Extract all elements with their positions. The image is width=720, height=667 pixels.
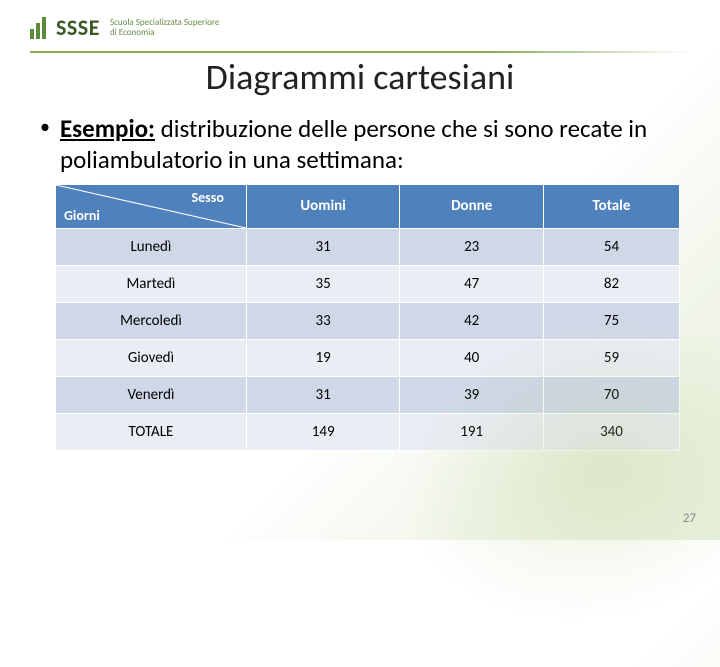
cell: 42 bbox=[400, 302, 544, 339]
cell: 47 bbox=[400, 265, 544, 302]
col-header: Donne bbox=[400, 184, 544, 228]
logo-mark-icon bbox=[30, 17, 46, 39]
row-label: Venerdì bbox=[56, 376, 247, 413]
bullet-text: Esempio: distribuzione delle persone che… bbox=[60, 113, 680, 176]
header-divider bbox=[30, 51, 690, 53]
cell: 82 bbox=[543, 265, 679, 302]
bullet-item: • Esempio: distribuzione delle persone c… bbox=[40, 113, 680, 176]
cell: 23 bbox=[400, 228, 544, 265]
bullet-label: Esempio: bbox=[60, 113, 155, 144]
corner-top-label: Sesso bbox=[192, 189, 224, 206]
row-label: Lunedì bbox=[56, 228, 247, 265]
cell: 19 bbox=[246, 339, 400, 376]
cell: 35 bbox=[246, 265, 400, 302]
table-header-row: Sesso Giorni Uomini Donne Totale bbox=[56, 184, 680, 228]
row-label: Giovedì bbox=[56, 339, 247, 376]
slide-content: • Esempio: distribuzione delle persone c… bbox=[0, 99, 720, 176]
table-row: Lunedì 31 23 54 bbox=[56, 228, 680, 265]
table-row: Martedì 35 47 82 bbox=[56, 265, 680, 302]
page-number: 27 bbox=[683, 511, 696, 526]
row-label: TOTALE bbox=[56, 413, 247, 450]
table-corner-cell: Sesso Giorni bbox=[56, 184, 247, 228]
row-label: Martedì bbox=[56, 265, 247, 302]
cell: 149 bbox=[246, 413, 400, 450]
row-label: Mercoledì bbox=[56, 302, 247, 339]
cell: 33 bbox=[246, 302, 400, 339]
cell: 31 bbox=[246, 228, 400, 265]
logo-subtitle-line2: di Economia bbox=[110, 27, 155, 38]
logo-acronym: SSSE bbox=[56, 14, 100, 41]
col-header: Totale bbox=[543, 184, 679, 228]
cell: 54 bbox=[543, 228, 679, 265]
logo-subtitle: Scuola Specializzata Superiore di Econom… bbox=[110, 18, 219, 38]
bullet-marker-icon: • bbox=[40, 113, 50, 141]
corner-bottom-label: Giorni bbox=[64, 207, 100, 224]
cell: 31 bbox=[246, 376, 400, 413]
slide-header: SSSE Scuola Specializzata Superiore di E… bbox=[0, 0, 720, 47]
slide-title: Diagrammi cartesiani bbox=[0, 55, 720, 99]
logo: SSSE Scuola Specializzata Superiore di E… bbox=[30, 14, 219, 41]
col-header: Uomini bbox=[246, 184, 400, 228]
